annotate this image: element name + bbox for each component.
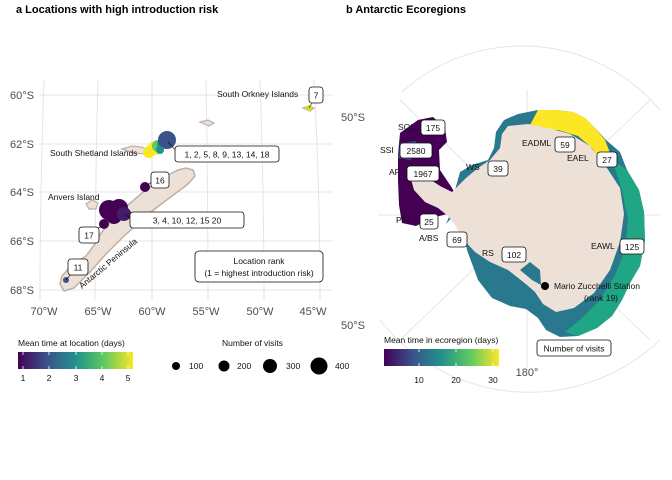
colour-legend-b-title: Mean time in ecoregion (days): [384, 335, 499, 345]
ecoregion-labels: SOI 175 SSI 2580 AP 1967 WS 39 EADML 59 …: [380, 119, 645, 263]
panel-b: b Antarctic Ecoregions SOI 175 SSI: [341, 4, 661, 393]
eco-visits-eael: 27: [602, 155, 612, 165]
eco-visits-pfi: 25: [424, 217, 434, 227]
lon-tick-70: 70°W: [30, 306, 58, 318]
size-legend-label-300: 300: [286, 361, 300, 371]
panel-a-lon-axis: 70°W 65°W 60°W 55°W 50°W 45°W: [30, 306, 327, 318]
ecoregion-eawl: [565, 160, 645, 336]
anvers-island-land: [85, 199, 99, 210]
size-legend-dot-200: [218, 360, 230, 372]
eco-visits-ap: 1967: [414, 169, 433, 179]
size-legend-label-200: 200: [237, 361, 251, 371]
colour-legend-b-tick-30: 30: [488, 375, 498, 385]
eco-code-rs: RS: [482, 248, 494, 258]
eco-code-eadml: EADML: [522, 138, 552, 148]
panel-b-title: b Antarctic Ecoregions: [346, 4, 466, 16]
rank-box-line1: Location rank: [233, 256, 285, 266]
colour-legend-a-tick-2: 2: [47, 373, 52, 383]
panel-a: a Locations with high introduction risk: [10, 4, 349, 383]
size-legend-dot-300: [263, 359, 277, 373]
lat-tick-60: 60°S: [10, 90, 34, 102]
lat-tick-68: 68°S: [10, 285, 34, 297]
eco-code-abs: A/BS: [419, 233, 439, 243]
colour-legend-a-tick-5: 5: [126, 373, 131, 383]
eco-code-soi: SOI: [398, 122, 413, 132]
mario-zucchelli-station-point: [541, 282, 549, 290]
colour-legend-a-tick-3: 3: [74, 373, 79, 383]
panel-a-size-legend: Number of visits 100 200 300 400: [172, 338, 349, 375]
lon-label-180: 180°: [516, 367, 539, 379]
lat-label-50s-bottom: 50°S: [341, 320, 365, 332]
station-rank: (rank 19): [584, 293, 618, 303]
eco-visits-eawl: 125: [625, 242, 639, 252]
ecoregion-eadml: [530, 110, 612, 162]
colour-legend-a-tick-4: 4: [100, 373, 105, 383]
panel-a-title: a Locations with high introduction risk: [16, 4, 219, 16]
colour-legend-a-title: Mean time at location (days): [18, 338, 125, 348]
colour-legend-a-tick-1: 1: [21, 373, 26, 383]
rank-label-gerlache: 3, 4, 10, 12, 15 20: [153, 216, 222, 226]
eco-visits-eadml: 59: [560, 140, 570, 150]
colour-legend-b-tick-20: 20: [451, 375, 461, 385]
eco-code-eawl: EAWL: [591, 241, 615, 251]
label-south-orkney-islands: South Orkney Islands: [217, 89, 298, 99]
eco-code-eael: EAEL: [567, 153, 589, 163]
rank-label-ssi: 1, 2, 5, 8, 9, 13, 14, 18: [184, 150, 269, 160]
lat-tick-64: 64°S: [10, 187, 34, 199]
eco-visits-ws: 39: [493, 164, 503, 174]
size-legend-label-400: 400: [335, 361, 349, 371]
antarctica-land: [410, 124, 624, 312]
lon-tick-50: 50°W: [246, 306, 274, 318]
lat-label-50s-top: 50°S: [341, 112, 365, 124]
colour-legend-a-bar: [18, 352, 133, 369]
lon-tick-45: 45°W: [299, 306, 327, 318]
rank-label-16: 16: [155, 176, 165, 186]
rank-label-11: 11: [74, 263, 83, 273]
panel-a-lat-axis: 60°S 62°S 64°S 66°S 68°S: [10, 90, 34, 297]
eco-visits-rs: 102: [507, 250, 521, 260]
lat-tick-62: 62°S: [10, 139, 34, 151]
size-legend-label-100: 100: [189, 361, 203, 371]
eco-visits-soi: 175: [426, 123, 440, 133]
eco-code-ssi: SSI: [380, 145, 394, 155]
colour-legend-b-tick-10: 10: [414, 375, 424, 385]
lon-tick-60: 60°W: [138, 306, 166, 318]
rank-box-line2: (1 = highest introduction risk): [204, 268, 314, 278]
panel-a-colour-legend: Mean time at location (days) 1 2 3 4 5: [18, 338, 133, 383]
panel-b-colour-legend: Mean time in ecoregion (days) 10 20 30: [384, 335, 499, 385]
eco-code-ws: WS: [466, 162, 480, 172]
antarctic-peninsula-land: [59, 167, 196, 292]
point-ssi-e: [158, 131, 176, 149]
eco-visits-abs: 69: [452, 235, 462, 245]
label-anvers-island: Anvers Island: [48, 192, 100, 202]
size-legend-dot-100: [172, 362, 180, 370]
eco-code-ap: AP: [389, 167, 401, 177]
ross-ice-notch: [520, 262, 541, 285]
size-legend-title: Number of visits: [222, 338, 283, 348]
size-legend-dot-400: [310, 357, 328, 375]
visits-box-label: Number of visits: [544, 344, 605, 354]
rank-label-17: 17: [84, 231, 94, 241]
station-name: Mario Zucchelli Station: [554, 281, 640, 291]
label-south-shetland-islands: South Shetland Islands: [50, 148, 137, 158]
colour-legend-b-bar: [384, 349, 499, 366]
small-islet-land: [198, 119, 216, 127]
lat-tick-66: 66°S: [10, 236, 34, 248]
point-ssi-f: [156, 146, 164, 154]
eco-visits-ssi: 2580: [407, 146, 426, 156]
rank-label-boxes: 7 1, 2, 5, 8, 9, 13, 14, 18 16 3, 4, 10,…: [67, 86, 324, 276]
lon-tick-65: 65°W: [84, 306, 112, 318]
lon-tick-55: 55°W: [192, 306, 220, 318]
rank-label-7: 7: [314, 91, 319, 101]
eco-code-pfi: PFI: [396, 215, 409, 225]
